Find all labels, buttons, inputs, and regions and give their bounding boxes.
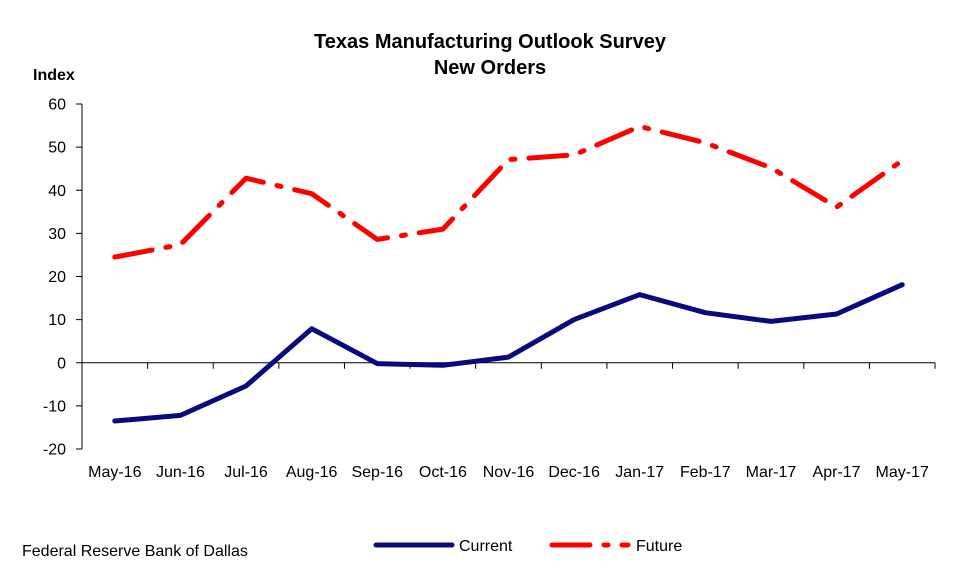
data-point-current [572,317,577,322]
x-tick-label: May-17 [876,464,929,481]
x-tick-label: Sep-16 [351,464,403,481]
y-tick-label: -10 [43,398,66,415]
data-point-current [112,419,117,424]
legend-item-current: Current [373,538,513,555]
x-tick-label: Mar-17 [746,464,797,481]
axes [81,104,935,449]
data-point-current [769,319,774,324]
chart-subtitle: New Orders [434,57,546,79]
data-point-future [506,157,511,162]
data-point-current [440,363,445,368]
data-point-future [178,242,183,247]
y-tick-label: 20 [48,269,66,286]
data-point-future [900,158,905,163]
data-point-future [375,237,380,242]
legend-label-future: Future [636,538,682,555]
x-tick-label: Oct-16 [419,464,467,481]
chart-title: Texas Manufacturing Outlook Survey [314,31,667,53]
x-tick-label: May-16 [88,464,141,481]
y-tick-label: 0 [57,355,66,372]
data-point-current [506,355,511,360]
legend: Current Future [373,538,682,555]
y-tick-label: 50 [48,140,66,157]
data-point-future [834,205,839,210]
source-note: Federal Reserve Bank of Dallas [22,543,248,560]
series-line-current [112,282,905,424]
x-tick-label: Dec-16 [548,464,600,481]
y-tick-label: 10 [48,312,66,329]
x-tick-label: Jul-16 [224,464,268,481]
legend-label-current: Current [459,538,513,555]
data-point-future [244,176,249,181]
y-axis-label: Index [33,67,75,84]
x-ticks: May-16 Jun-16 Jul-16 Aug-16 Sep-16 Oct-16 Nov-… [81,362,936,481]
y-tick-label: 30 [48,226,66,243]
data-point-future [112,255,117,260]
y-tick-label: 40 [48,183,66,200]
data-point-current [244,384,249,389]
data-point-current [900,282,905,287]
x-tick-label: Jan-17 [615,464,664,481]
x-tick-label: Nov-16 [483,464,535,481]
y-ticks: -20 -10 0 10 20 30 40 50 60 [43,97,82,459]
data-point-future [440,227,445,232]
data-point-future [572,152,577,157]
data-point-current [375,361,380,366]
data-point-future [309,191,314,196]
x-tick-label: Aug-16 [286,464,338,481]
data-point-current [178,413,183,418]
legend-item-future: Future [549,538,682,555]
y-tick-label: 60 [48,97,66,114]
x-tick-label: Apr-17 [813,464,861,481]
data-point-current [637,292,642,297]
y-tick-label: -20 [43,442,66,459]
series-line-future [112,123,905,260]
data-point-future [703,140,708,145]
data-point-current [703,310,708,315]
x-tick-label: Jun-16 [156,464,205,481]
data-point-future [769,165,774,170]
data-point-current [834,312,839,317]
x-tick-label: Feb-17 [680,464,731,481]
data-point-current [309,326,314,331]
data-point-future [637,124,642,129]
series-layer [112,123,905,424]
